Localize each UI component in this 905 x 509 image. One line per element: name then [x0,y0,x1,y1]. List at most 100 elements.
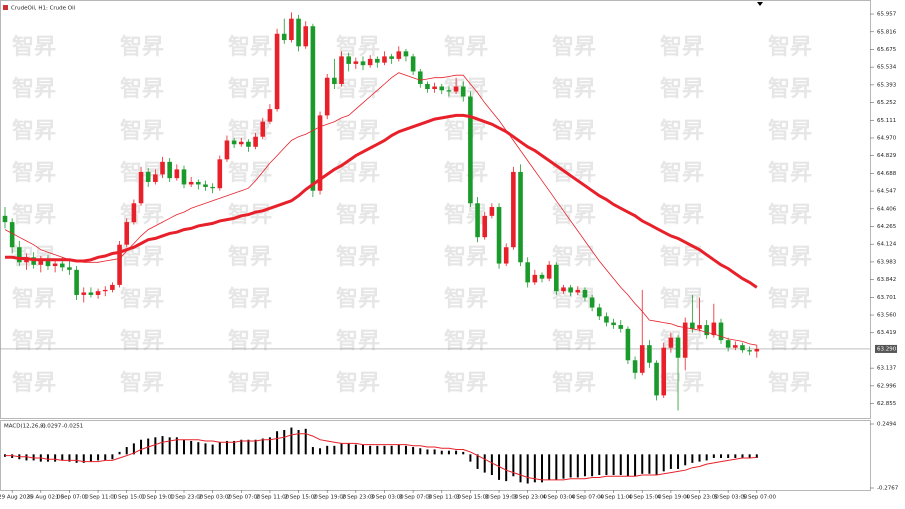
watermark: 智昇 [12,328,56,354]
watermark: 智昇 [228,76,272,102]
macd-bar [304,428,307,455]
macd-bar [125,447,128,455]
x-tick-label: 3 Sep 15:00 [456,495,490,501]
candle-body [482,215,488,238]
candle-body [9,222,15,248]
candle-body [661,347,667,396]
macd-bar [648,454,651,474]
y-tick-label: 65.111 [877,118,896,124]
x-tick-label: 2 Sep 23:00 [342,495,376,501]
candle-body [196,181,201,185]
x-tick-label: 30 Aug 02:00 [27,495,65,501]
y-tick-label: 64.547 [877,189,897,195]
watermark: 智昇 [120,286,164,312]
candle-body [296,18,301,47]
macd-bar [25,454,28,461]
candle-body [425,83,430,90]
x-tick-label: 5 Sep 07:00 [743,495,777,501]
candle-body [561,287,566,292]
shift-marker [757,2,763,6]
signal-value: -0.0251 [62,424,83,430]
macd-bar [283,430,286,455]
macd-bar [426,449,429,455]
macd-bar [533,454,536,483]
candle-body [460,86,466,97]
y-tick-label: 65.393 [877,82,897,88]
x-tick-label: 2 Sep 03:00 [199,495,233,501]
macd-bar [498,454,501,480]
candle-body [210,186,215,189]
x-tick-label: 3 Sep 19:00 [485,495,519,501]
candle-body [174,169,180,179]
y-tick-label: 64.688 [877,171,897,177]
watermark: 智昇 [552,370,596,396]
candle-body [138,171,144,204]
macd-bar [397,444,400,455]
candle-body [188,181,194,185]
y-tick-label: 63.983 [877,259,897,265]
macd-bar [576,454,579,478]
macd-bar [68,454,71,462]
candle-body [95,291,101,295]
candle-body [231,140,237,145]
macd-bar [447,450,450,455]
candle-body [432,86,437,90]
candle-body [17,247,22,263]
last-price-label: 63.290 [877,346,897,352]
candle-body [253,136,258,147]
macd-bar [741,454,744,458]
y-tick-label: 65.957 [877,12,897,18]
watermark: 智昇 [552,244,596,270]
x-tick-label: 2 Sep 11:00 [256,495,290,501]
macd-bar [111,454,114,460]
macd-bar [347,443,350,455]
macd-bar [104,454,107,461]
watermark: 智昇 [768,370,812,396]
macd-bar [684,454,687,466]
macd-bar [634,454,637,477]
x-tick-label: 4 Sep 23:00 [686,495,720,501]
candle-body [181,169,187,185]
candle-body [396,51,402,59]
macd-bar [691,454,694,463]
watermark: 智昇 [768,202,812,228]
candle-body [88,292,94,295]
macd-bar [276,431,279,455]
macd-bar [247,439,250,455]
macd-bar [462,451,465,455]
macd-bar [605,454,608,476]
macd-bar [727,454,730,458]
watermark: 智昇 [552,202,596,228]
macd-bar [469,454,472,462]
watermark: 智昇 [552,286,596,312]
y-tick-label: 64.829 [877,153,897,159]
candle-body [704,325,709,336]
y-tick-label: 63.842 [877,277,896,283]
candle-body [160,161,165,175]
macd-bar [82,454,85,463]
macd-bar [140,439,143,455]
watermark: 智昇 [120,34,164,60]
candle-body [74,269,79,295]
candle-body [475,203,480,238]
macd-bar [46,454,49,462]
macd-bar [61,454,64,461]
candle-body [153,174,158,182]
macd-bar [268,437,271,455]
candle-body [697,325,702,329]
candle-body [167,161,172,179]
candle-body [496,207,502,264]
macd-bar [240,439,243,455]
macd-bar [626,454,629,477]
candle-body [81,292,87,295]
x-tick-label: 1 Sep 15:00 [113,495,147,501]
y-tick-label: 63.560 [877,313,897,319]
watermark: 智昇 [444,286,488,312]
macd-bar [541,454,543,483]
watermark: 智昇 [660,160,704,186]
y-tick-label: 62.996 [877,383,897,389]
candle-body [575,289,581,293]
macd-bar [376,445,379,455]
macd-bar [311,447,314,455]
